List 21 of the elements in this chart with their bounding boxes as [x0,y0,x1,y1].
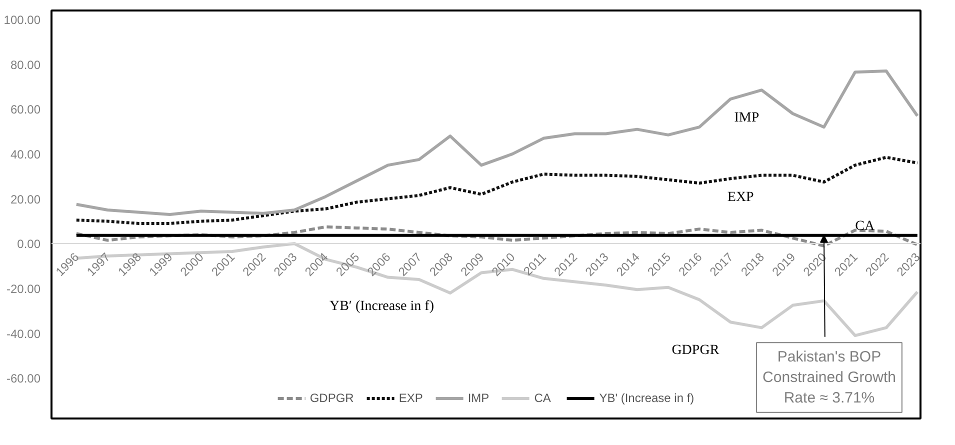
legend-label: EXP [398,391,423,405]
line-series [74,70,919,216]
y-tick-label: 100.00 [4,12,41,27]
annotation: IMP [734,110,760,126]
y-tick-label: 0.00 [17,237,41,252]
annotation: CA [855,218,876,234]
y-tick-label: -40.00 [6,326,41,341]
legend-label: CA [534,391,552,405]
annotation: Pakistan's BOP Constrained Growth Rate ≈ 3.71% [762,348,896,406]
y-tick-label: 60.00 [10,102,41,117]
y-tick-label: 40.00 [10,147,41,162]
y-tick-label: 20.00 [10,192,41,206]
legend-label: IMP [468,391,490,405]
legend-label: GDPGR [310,391,354,405]
annotation: GDPGR [672,342,720,358]
annotation: EXP [727,190,754,205]
annotation: YB′ (Increase in f) [329,298,434,314]
y-tick-label: -60.00 [6,372,41,386]
y-tick-label: -20.00 [6,282,41,296]
legend-label: YB' (Increase in f) [599,391,694,405]
y-tick-label: 80.00 [10,58,41,72]
